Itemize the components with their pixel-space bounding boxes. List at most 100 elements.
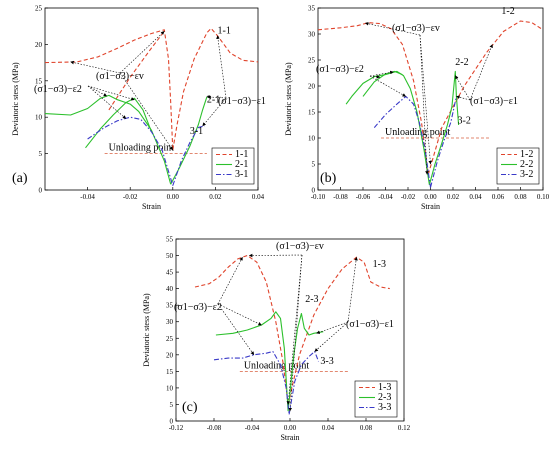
legend-entry: 3-3	[378, 402, 391, 413]
series-1-2-line	[427, 20, 544, 175]
series-3-1-line	[172, 125, 205, 186]
annotation-arrow	[288, 254, 303, 412]
series-1-1-line	[108, 30, 165, 111]
annotation-arrow	[87, 85, 108, 97]
y-axis-label: Deviatoric stess (MPa)	[284, 62, 293, 136]
annotation-arrow	[369, 75, 407, 97]
panel-label: (c)	[182, 400, 198, 415]
x-tick-label: -0.12	[169, 424, 184, 432]
curve-label: 3-2	[458, 115, 471, 126]
panel-label: (b)	[320, 171, 337, 186]
annotation-arrow	[456, 95, 471, 101]
x-tick-label: -0.04	[245, 424, 260, 432]
annotation-arrow	[87, 85, 135, 101]
annotation-arrow	[217, 303, 255, 356]
unloading-point-label: Unloading point	[109, 143, 174, 154]
series-3-2-line	[429, 96, 457, 188]
y-tick-label: 5	[312, 161, 316, 169]
annotation-arrow	[369, 70, 394, 77]
annotation-arrow	[347, 256, 358, 323]
x-tick-label: 0.00	[167, 193, 180, 201]
annotation-arrow	[216, 35, 227, 99]
annotation-arrow	[202, 97, 227, 127]
y-axis-label: Deviatoric stess (MPa)	[142, 293, 151, 367]
x-tick-label: -0.08	[333, 193, 348, 201]
x-tick-label: -0.10	[311, 193, 326, 201]
x-tick-label: 0.10	[537, 193, 550, 201]
curve-label: 2-2	[455, 57, 468, 68]
annotation-eps2: (σ1−σ3)−ε2	[316, 64, 364, 75]
series-1-1-line	[44, 29, 174, 151]
annotation-arrow	[248, 253, 303, 258]
annotation-arrow	[206, 95, 227, 99]
x-tick-label: -0.02	[123, 193, 138, 201]
series-2-1-line	[44, 94, 172, 185]
legend-entry: 1-2	[520, 149, 533, 160]
curve-label: 2-3	[305, 294, 318, 305]
legend-entry: 2-1	[235, 159, 248, 170]
x-tick-label: 0.00	[424, 193, 437, 201]
y-tick-label: 25	[308, 57, 316, 65]
y-tick-label: 55	[166, 236, 174, 244]
unloading-point-label: Unloading point	[244, 360, 309, 371]
y-tick-label: 15	[308, 109, 316, 117]
x-tick-label: 0.02	[209, 193, 222, 201]
y-tick-label: 35	[308, 5, 316, 13]
y-tick-label: 5	[39, 150, 43, 158]
panel-label: (a)	[12, 171, 28, 186]
series-1-1-line	[172, 27, 259, 151]
series-3-3-line	[213, 350, 290, 415]
x-tick-label: -0.04	[80, 193, 95, 201]
y-tick-label: 50	[166, 252, 174, 260]
x-tick-label: 0.06	[492, 193, 505, 201]
series-1-2-line	[317, 22, 429, 175]
annotation-arrow	[87, 85, 127, 119]
x-tick-label: 0.08	[514, 193, 527, 201]
curve-label: 1-1	[218, 25, 231, 36]
x-tick-label: 0.04	[322, 424, 335, 432]
series-2-2-line	[428, 70, 460, 185]
x-tick-label: -0.02	[401, 193, 416, 201]
y-tick-label: 25	[166, 335, 174, 343]
annotation-arrow	[314, 321, 349, 352]
curve-label: 1-3	[373, 259, 386, 270]
x-tick-label: 0.08	[360, 424, 373, 432]
annotation-eps1: (σ1−σ3)−ε1	[470, 96, 518, 107]
y-tick-label: 20	[35, 41, 43, 49]
y-tick-label: 10	[308, 135, 316, 143]
series-2-1-line	[85, 97, 153, 149]
annotation-eps2: (σ1−σ3)−ε2	[34, 84, 82, 95]
legend-entry: 3-1	[235, 169, 248, 180]
annotation-eps1: (σ1−σ3)−ε1	[218, 96, 266, 107]
curve-label: 1-2	[501, 6, 514, 17]
x-axis-label: Strain	[421, 202, 440, 211]
x-tick-label: 0.00	[284, 424, 297, 432]
annotation-arrow	[217, 256, 243, 305]
annotation-arrow	[316, 321, 349, 334]
series-1-3-line	[194, 254, 289, 405]
y-tick-label: 40	[166, 285, 174, 293]
x-tick-label: 0.12	[398, 424, 411, 432]
curve-label: 3-3	[320, 356, 333, 367]
y-axis-label: Deviatoric stess (MPa)	[11, 62, 20, 136]
y-tick-label: 15	[35, 77, 43, 85]
annotation-arrow	[70, 60, 121, 74]
series-3-3-line	[288, 350, 320, 415]
y-tick-label: 10	[166, 384, 174, 392]
plot-frame	[44, 7, 259, 191]
y-tick-label: 0	[170, 418, 174, 426]
y-tick-label: 10	[35, 114, 43, 122]
annotation-arrow	[454, 75, 471, 101]
x-axis-label: Strain	[142, 202, 161, 211]
annotation-arrow	[119, 31, 165, 74]
x-tick-label: -0.08	[207, 424, 222, 432]
panel-a: -0.04 -0.02 0.00 0.02 0.04 0 5 10 15 20 25 Strain De…	[11, 5, 266, 212]
y-tick-label: 0	[39, 187, 43, 195]
annotation-epsv: (σ1−σ3)−εv	[392, 23, 440, 34]
annotation-arrow	[217, 303, 262, 326]
annotation-arrow	[419, 34, 429, 175]
x-tick-label: -0.06	[356, 193, 371, 201]
annotation-epsv: (σ1−σ3)−εv	[276, 241, 324, 252]
series-3-1-line	[87, 116, 174, 186]
x-tick-label: 0.02	[447, 193, 460, 201]
